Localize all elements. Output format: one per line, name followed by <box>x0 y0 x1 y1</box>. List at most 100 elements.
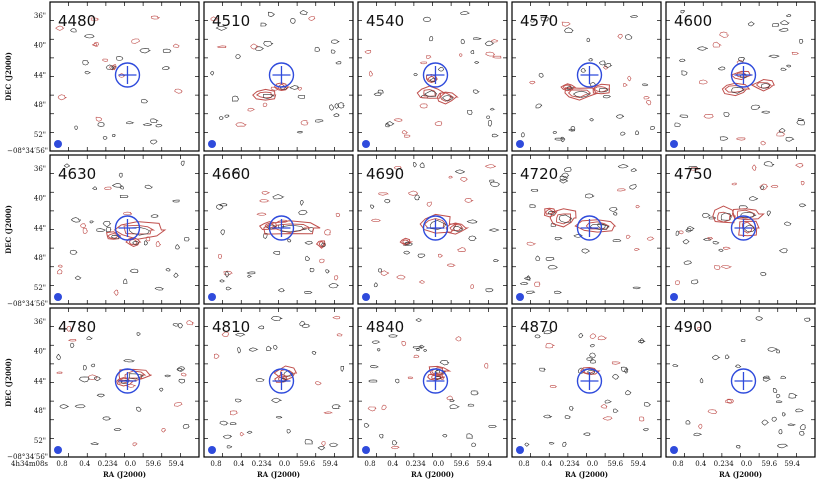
noise-contour-negative <box>56 353 62 361</box>
noise-contour-negative <box>775 400 783 404</box>
circle-cross-marker-icon <box>422 215 449 241</box>
noise-contour-negative <box>257 325 265 330</box>
noise-contour-positive <box>401 130 409 135</box>
noise-contour-negative <box>275 416 283 419</box>
circle-cross-marker-icon <box>730 62 757 88</box>
noise-contour-negative <box>102 136 108 140</box>
x-tick-label: 0.0 <box>279 460 290 468</box>
noise-contour-negative <box>70 217 82 223</box>
noise-contour-negative <box>685 227 693 233</box>
noise-contour-positive <box>113 289 119 296</box>
noise-contour-negative <box>776 393 781 399</box>
noise-contour-negative <box>796 119 806 126</box>
noise-contour-negative <box>83 34 95 39</box>
emission-contour-outer <box>273 365 298 381</box>
emission-contour-inner <box>755 82 773 89</box>
noise-contour-positive <box>643 96 651 100</box>
circle-cross-marker-icon <box>268 368 295 394</box>
noise-contour-positive <box>300 120 309 126</box>
noise-contour-negative <box>442 434 448 438</box>
emission-contour-core <box>761 83 771 89</box>
velocity-label: 4660 <box>212 165 250 183</box>
emission-contour-core <box>720 212 732 221</box>
noise-contour-positive <box>364 49 372 54</box>
noise-contour-negative <box>460 38 465 45</box>
noise-contour-negative <box>778 429 783 435</box>
channel-panel: 4570 <box>511 1 662 152</box>
channel-panel: 4900 <box>665 307 816 458</box>
noise-contour-positive <box>712 41 722 48</box>
noise-contour-negative <box>589 344 595 348</box>
noise-contour-negative <box>139 48 152 54</box>
noise-contour-negative <box>328 282 339 289</box>
noise-contour-negative <box>772 23 780 27</box>
noise-contour-negative <box>315 119 324 123</box>
noise-contour-negative <box>529 204 537 208</box>
noise-contour-positive <box>95 116 103 122</box>
noise-contour-positive <box>561 21 572 27</box>
emission-contour-core <box>566 86 574 90</box>
noise-contour-negative <box>309 267 315 273</box>
emission-contour-core <box>572 90 592 98</box>
panel-frame <box>203 1 354 152</box>
velocity-label: 4780 <box>58 318 96 336</box>
noise-contour-negative <box>305 255 310 261</box>
noise-contour-positive <box>336 333 343 337</box>
emission-contour-outer <box>592 83 611 95</box>
noise-contour-negative <box>549 441 555 445</box>
emission-contour-core <box>434 369 446 376</box>
noise-contour-negative <box>232 95 240 102</box>
noise-contour-positive <box>617 188 626 192</box>
noise-contour-negative <box>691 279 699 285</box>
x-tick-label: 0.8 <box>364 460 375 468</box>
channel-panel: 4690 <box>357 154 508 305</box>
noise-contour-negative <box>488 228 500 232</box>
circle-cross-marker-icon <box>114 368 141 394</box>
noise-contour-positive <box>401 340 407 347</box>
noise-contour-positive <box>674 280 680 286</box>
noise-contour-positive <box>457 247 467 252</box>
noise-contour-negative <box>615 114 625 119</box>
noise-contour-negative <box>299 10 308 15</box>
noise-contour-negative <box>780 375 787 380</box>
noise-contour-negative <box>750 104 761 110</box>
noise-contour-negative <box>90 363 96 368</box>
noise-contour-negative <box>287 238 292 243</box>
noise-contour-positive <box>334 275 339 281</box>
noise-contour-negative <box>735 364 742 368</box>
noise-contour-negative <box>328 104 335 111</box>
noise-contour-negative <box>679 114 689 118</box>
y-tick-label: 52" <box>34 131 46 139</box>
noise-contour-positive <box>404 134 411 138</box>
noise-contour-negative <box>437 66 445 72</box>
emission-contour-outer <box>258 221 278 231</box>
x-tick-label: 0.4 <box>541 460 553 468</box>
noise-contour-negative <box>150 139 158 145</box>
noise-contour-negative <box>391 440 398 446</box>
noise-contour-positive <box>492 55 502 59</box>
noise-contour-negative <box>105 64 115 70</box>
noise-contour-negative <box>799 430 805 436</box>
x-tick-label: 0.4 <box>233 460 245 468</box>
x-tick-label: 59.4 <box>630 460 646 468</box>
noise-contour-negative <box>155 123 163 128</box>
panel-frame <box>665 307 816 458</box>
noise-contour-negative <box>384 198 391 204</box>
noise-contour-negative <box>182 423 190 429</box>
noise-contour-positive <box>634 247 640 251</box>
noise-contour-positive <box>56 371 64 375</box>
noise-contour-negative <box>776 349 780 354</box>
noise-contour-negative <box>449 399 455 403</box>
noise-contour-negative <box>63 163 71 168</box>
noise-contour-negative <box>69 249 78 255</box>
y-tick-label: 44" <box>34 377 46 385</box>
noise-contour-positive <box>426 55 432 60</box>
noise-contour-negative <box>783 221 792 226</box>
x-tick-label: 0.0 <box>741 460 752 468</box>
noise-contour-negative <box>177 322 184 329</box>
channel-panel: 4810 <box>203 307 354 458</box>
noise-contour-negative <box>620 366 629 373</box>
panel-grid: 4480 4510 4540 4570 4600 4630 4660 4690 4720 4750… <box>49 1 816 458</box>
noise-contour-negative <box>538 72 544 78</box>
noise-contour-negative <box>333 113 340 118</box>
